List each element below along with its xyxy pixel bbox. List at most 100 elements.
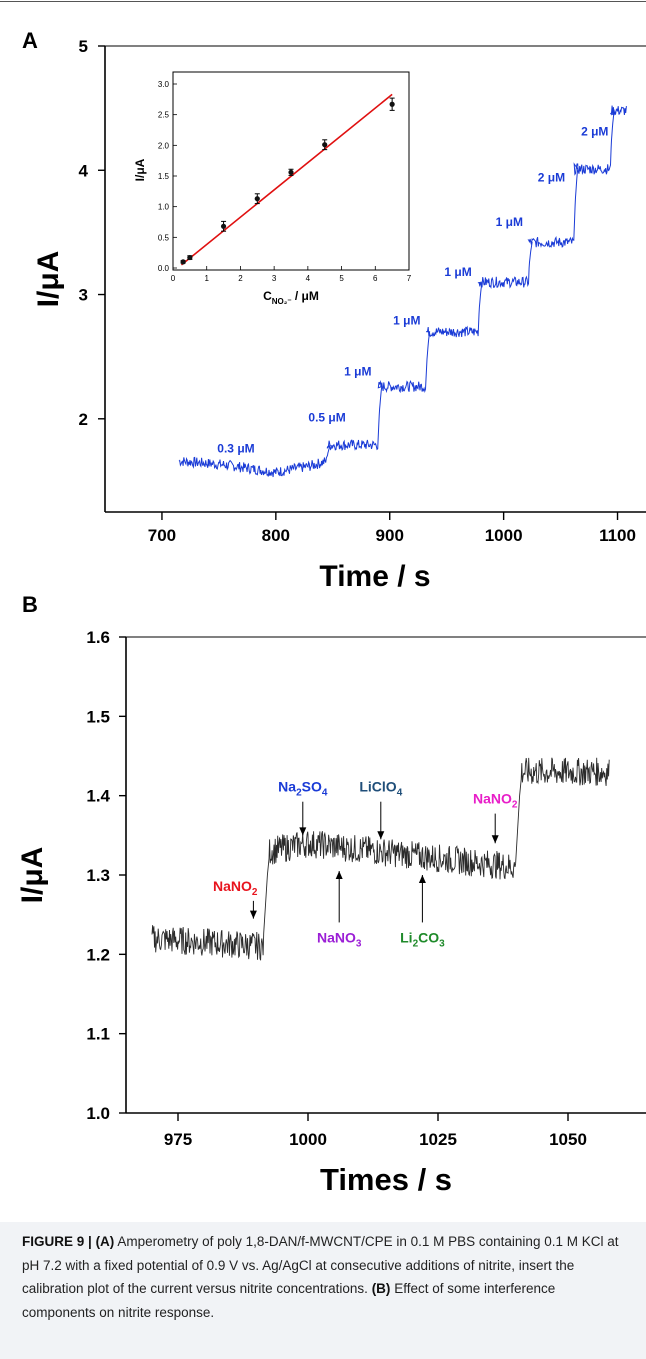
label-main: LiClO <box>359 779 396 795</box>
y-tick-label: 1.6 <box>86 628 110 647</box>
x-tick-label: 1000 <box>289 1130 327 1149</box>
y-tick-label: 1.0 <box>86 1104 110 1123</box>
arrow-head <box>299 827 307 836</box>
inset-x-tick-label: 0 <box>171 274 176 283</box>
label-sub: 4 <box>397 788 403 799</box>
step-label: 2 μM <box>581 124 608 138</box>
panel-b-y-title: I/μA <box>16 847 49 904</box>
inset-points <box>180 97 395 265</box>
step-label: 1 μM <box>344 364 371 378</box>
x-tick-label: 1025 <box>419 1130 457 1149</box>
panel-a-ticks: 700 800 900 1000 1100 2 3 4 5 <box>79 37 636 545</box>
panel-a-chart: 700 800 900 1000 1100 2 3 4 5 0.3 μM 0.5 μM 1 μM 1 … <box>32 37 646 593</box>
y-tick-label: 2 <box>79 410 88 429</box>
arrow-head <box>335 871 343 880</box>
current-trace-b <box>151 757 610 961</box>
inset-x-tick-label: 3 <box>272 274 277 283</box>
calibration-point <box>389 101 395 107</box>
interferent-label: Na2SO4 <box>278 779 328 799</box>
caption-part-a-tag: (A) <box>95 1234 115 1249</box>
inset-ticks: 0 1 2 3 4 5 6 7 0.0 0.5 1.0 1.5 2.0 2.5 3.0 <box>158 80 412 283</box>
inset-y-tick-label: 0.5 <box>158 233 170 242</box>
inset-x-title-sub: NO₂⁻ <box>272 297 292 306</box>
y-tick-label: 1.5 <box>86 707 110 726</box>
figure: A B 700 800 900 1000 1100 2 3 4 5 0.3 μM 0.5 μM 1 … <box>0 1 646 1197</box>
arrow-head <box>249 910 257 919</box>
label-sub: 2 <box>252 887 258 898</box>
x-tick-label: 1050 <box>549 1130 587 1149</box>
panel-b-letter: B <box>22 592 38 617</box>
label-sub: 2 <box>296 788 302 799</box>
arrow-head <box>491 835 499 844</box>
panel-a-letter: A <box>22 28 38 53</box>
inset-y-tick-label: 1.0 <box>158 203 170 212</box>
y-tick-label: 1.2 <box>86 945 110 964</box>
caption-text: FIGURE 9 | (A) Amperometry of poly 1,8-D… <box>22 1230 632 1324</box>
label-main: Li <box>400 929 412 945</box>
calibration-point <box>288 169 294 175</box>
current-trace-a <box>178 105 627 478</box>
inset-y-tick-label: 0.0 <box>158 264 170 273</box>
panel-a-y-title: I/μA <box>32 251 65 308</box>
panel-a-step-labels: 0.3 μM 0.5 μM 1 μM 1 μM 1 μM 1 μM 2 μM 2 μM <box>217 124 608 455</box>
inset-x-tick-label: 5 <box>339 274 344 283</box>
inset-y-tick-label: 3.0 <box>158 80 170 89</box>
y-tick-label: 4 <box>79 161 89 180</box>
caption-part-b-text: Effect of some interference components o… <box>22 1281 556 1320</box>
label-tail: CO <box>418 929 439 945</box>
y-tick-label: 1.4 <box>86 787 110 806</box>
calibration-point <box>220 223 227 229</box>
arrow-head <box>377 831 385 840</box>
interferent-label: Li2CO3 <box>400 929 445 949</box>
label-main: Na <box>278 779 296 795</box>
interferent-label: NaNO3 <box>317 929 362 949</box>
inset-y-tick-label: 2.5 <box>158 111 170 120</box>
inset-x-title-main: C <box>263 289 272 303</box>
step-label: 0.5 μM <box>308 410 345 424</box>
label-tail: SO <box>302 779 322 795</box>
panel-b-trace <box>151 757 610 961</box>
step-label: 0.3 μM <box>217 441 254 455</box>
arrow-head <box>418 875 426 883</box>
calibration-point <box>322 142 328 148</box>
label-main: NaNO <box>473 791 512 807</box>
calibration-point <box>187 254 193 261</box>
label-sub: 2 <box>512 800 518 811</box>
interferent-label: LiClO4 <box>359 779 402 799</box>
panel-a-trace <box>178 105 627 478</box>
caption-part-b-tag: (B) <box>371 1281 391 1296</box>
inset-x-tick-label: 1 <box>204 274 209 283</box>
x-tick-label: 700 <box>148 526 176 545</box>
x-tick-label: 975 <box>164 1130 192 1149</box>
inset-x-tick-label: 2 <box>238 274 243 283</box>
label-main: NaNO <box>213 878 252 894</box>
inset-y-tick-label: 2.0 <box>158 141 170 150</box>
y-tick-label: 1.3 <box>86 866 110 885</box>
calibration-point <box>254 196 260 202</box>
y-tick-label: 3 <box>79 286 88 305</box>
label-sub: 4 <box>322 788 328 799</box>
inset-fit-line <box>180 93 393 266</box>
step-label: 1 μM <box>444 265 471 279</box>
inset-y-title: I/μA <box>133 158 147 181</box>
panel-a-x-title: Time / s <box>319 560 430 593</box>
interferent-label: NaNO2 <box>213 878 258 898</box>
inset-x-title-tail: / μM <box>292 289 319 303</box>
inset-y-tick-label: 1.5 <box>158 172 170 181</box>
inset-x-tick-label: 6 <box>373 274 378 283</box>
x-tick-label: 800 <box>262 526 290 545</box>
step-label: 1 μM <box>496 215 523 229</box>
label-sub: 3 <box>356 938 362 949</box>
panel-b-ticks: 975 1000 1025 1050 1.0 1.1 1.2 1.3 1.4 1.5 1.6 <box>86 628 587 1149</box>
inset-x-tick-label: 7 <box>407 274 412 283</box>
x-tick-label: 1100 <box>599 526 636 545</box>
inset-x-tick-label: 4 <box>306 274 311 283</box>
label-sub: 3 <box>439 938 445 949</box>
interferent-label: NaNO2 <box>473 791 518 811</box>
calibration-point <box>180 259 186 265</box>
y-tick-label: 5 <box>79 37 88 56</box>
caption-part-a-text: Amperometry of poly 1,8-DAN/f-MWCNT/CPE … <box>22 1234 619 1296</box>
step-label: 1 μM <box>393 313 420 327</box>
